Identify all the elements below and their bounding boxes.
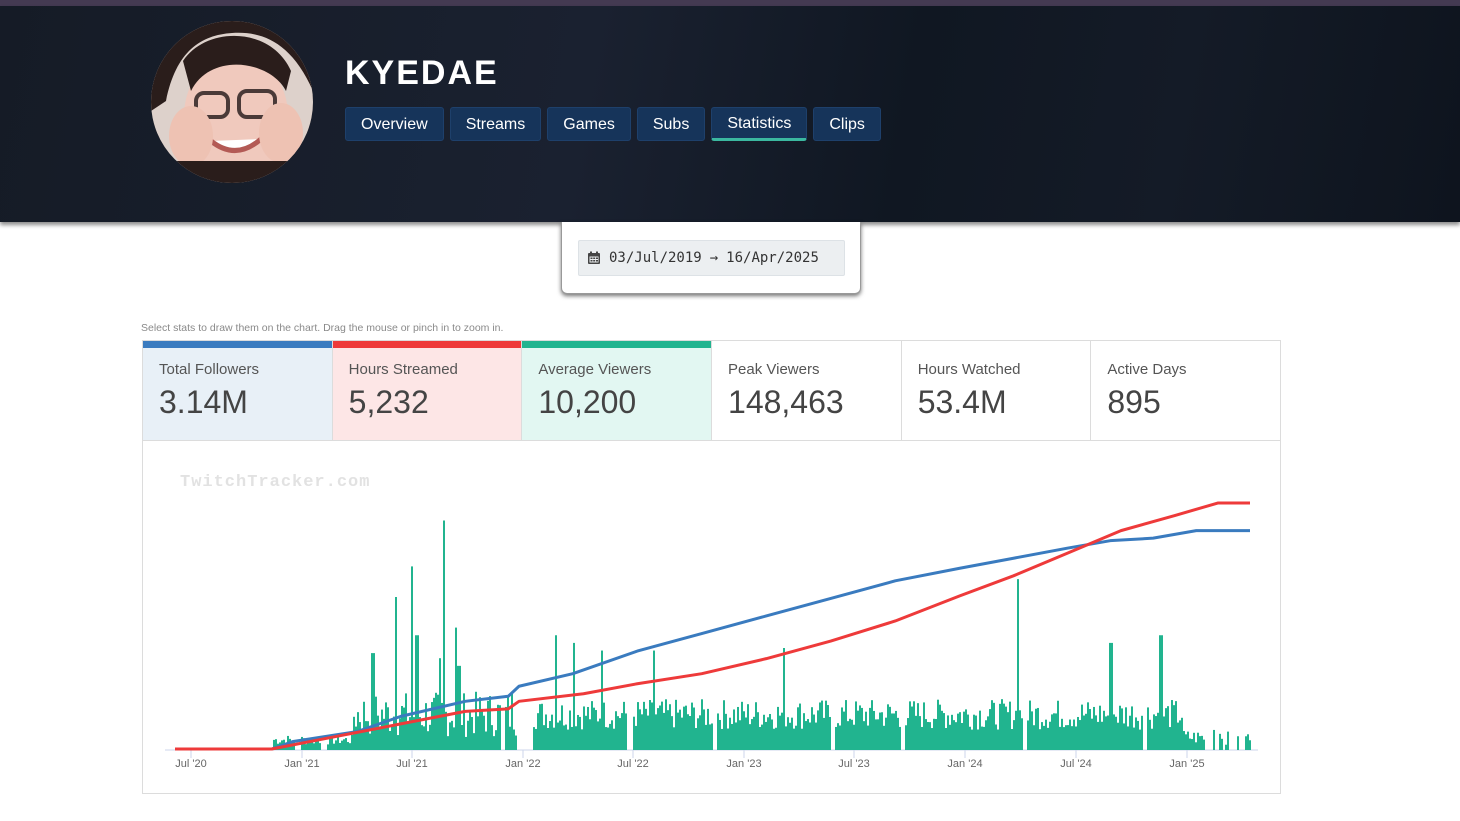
avatar-image [151,21,313,183]
stat-label: Hours Streamed [348,361,458,378]
channel-tabs: Overview Streams Games Subs Statistics C… [345,107,881,141]
stat-value: 895 [1107,384,1161,420]
tab-subs[interactable]: Subs [636,107,706,141]
x-tick-label: Jul '20 [175,758,207,770]
series-color-bar [332,341,522,348]
x-tick-label: Jul '22 [617,758,649,770]
stat-hours-watched[interactable]: Hours Watched 53.4M [902,341,1092,440]
x-tick-label: Jul '24 [1060,758,1092,770]
stat-label: Peak Viewers [728,361,820,378]
stat-label: Average Viewers [538,361,652,378]
stat-value: 3.14M [159,384,248,420]
date-end: 16/Apr/2025 [726,250,819,266]
tab-games[interactable]: Games [547,107,631,141]
tab-clips[interactable]: Clips [813,107,881,141]
avatar [151,21,313,183]
followers-line [175,529,1250,751]
stat-active-days[interactable]: Active Days 895 [1091,341,1280,440]
arrow-right-icon: → [709,250,719,266]
tab-statistics[interactable]: Statistics [711,107,808,141]
watermark: TwitchTracker.com [180,473,371,492]
date-start: 03/Jul/2019 [609,250,702,266]
tab-streams[interactable]: Streams [449,107,542,141]
x-tick-label: Jan '21 [284,758,320,770]
chart-hint: Select stats to draw them on the chart. … [141,322,504,334]
channel-name: KYEDAE [345,54,499,92]
tab-overview[interactable]: Overview [345,107,444,141]
channel-header: KYEDAE Overview Streams Games Subs Stati… [0,6,1460,222]
hours-streamed-line [175,501,1250,751]
stat-peak-viewers[interactable]: Peak Viewers 148,463 [712,341,902,440]
stat-label: Hours Watched [917,361,1021,378]
stat-total-followers[interactable]: Total Followers 3.14M [143,341,333,440]
stat-selector: Total Followers 3.14M Hours Streamed 5,2… [142,340,1281,441]
x-tick-label: Jan '23 [726,758,762,770]
stat-hours-streamed[interactable]: Hours Streamed 5,232 [332,341,523,440]
stat-value: 5,232 [348,384,429,420]
series-color-bar [522,341,712,348]
stat-label: Active Days [1107,361,1187,378]
stat-value: 53.4M [917,384,1007,420]
stat-value: 10,200 [538,384,637,420]
x-tick-label: Jul '23 [838,758,870,770]
x-tick-label: Jul '21 [396,758,428,770]
chart-plot[interactable] [143,440,1282,794]
stats-chart[interactable]: TwitchTracker.com Jul '20 Jan '21 Jul '21 J… [142,440,1281,794]
top-strip [0,0,1460,6]
date-range-picker[interactable]: 03/Jul/2019 → 16/Apr/2025 [578,240,845,276]
x-tick-label: Jan '25 [1169,758,1205,770]
x-tick-label: Jan '24 [947,758,983,770]
series-color-bar [143,341,332,348]
stat-average-viewers[interactable]: Average Viewers 10,200 [522,341,713,440]
stat-label: Total Followers [159,361,260,378]
stat-value: 148,463 [728,384,844,420]
date-range-card: 03/Jul/2019 → 16/Apr/2025 [561,222,861,294]
calendar-icon [588,251,600,264]
x-tick-label: Jan '22 [505,758,541,770]
